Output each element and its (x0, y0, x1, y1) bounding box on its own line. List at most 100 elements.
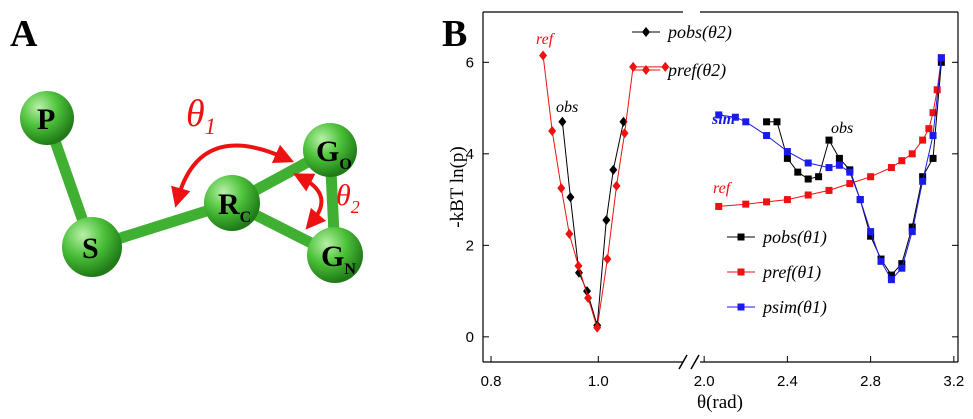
atom (307, 227, 363, 283)
y-tick-label: 6 (466, 54, 474, 71)
point (715, 111, 723, 119)
plot: 0 2 4 6 -kBT ln(p) θ(rad) 0.8 1.0 pobs(θ2) pref(θ… (447, 11, 964, 413)
point (867, 228, 875, 236)
point (715, 202, 723, 210)
point (783, 154, 791, 162)
point (867, 232, 875, 240)
point (887, 271, 895, 279)
annotation: ref (713, 180, 733, 197)
legend-marker (737, 233, 745, 241)
point (629, 61, 638, 72)
atom-label: P (37, 103, 55, 136)
point (661, 61, 670, 72)
legend-marker (737, 268, 745, 276)
point (825, 164, 833, 172)
point (925, 125, 933, 133)
point (612, 180, 621, 191)
series (763, 58, 945, 279)
legend-label: psim(θ1) (761, 297, 827, 318)
point (574, 260, 583, 271)
point (929, 154, 937, 162)
axis-break (690, 354, 700, 370)
point (557, 183, 566, 194)
point (609, 164, 618, 175)
point (804, 191, 812, 199)
point (539, 50, 548, 61)
atom (20, 91, 74, 145)
series-line (542, 55, 666, 328)
atom (303, 123, 357, 177)
point (804, 159, 812, 167)
atom-label-sub: O (339, 156, 351, 173)
annotation: ref (536, 31, 556, 48)
series-line (561, 121, 624, 326)
x-axis-label: θ(rad) (697, 392, 743, 413)
point (565, 228, 574, 239)
angle-label: θ2 (336, 179, 360, 217)
atom-label-main: S (82, 232, 99, 265)
point (898, 260, 906, 268)
atom-label-sub: N (344, 261, 356, 278)
point (929, 132, 937, 140)
point (783, 148, 791, 156)
point (548, 125, 557, 136)
point (804, 175, 812, 183)
atom-label-main: P (37, 103, 55, 136)
legend-marker (642, 27, 650, 37)
legend-label: pref(θ2) (666, 60, 726, 81)
atom-label-sub: C (240, 209, 252, 226)
point (919, 173, 927, 181)
point (919, 136, 927, 144)
point (763, 132, 771, 140)
point (846, 180, 854, 188)
y-tick-label: 2 (466, 237, 474, 254)
point (825, 136, 833, 144)
angle-label-sub: 1 (205, 114, 216, 139)
x-tick-label: 1.0 (588, 373, 609, 390)
y-tick-label: 4 (466, 146, 474, 163)
annotation: obs (831, 120, 853, 137)
point (937, 54, 945, 62)
point (763, 118, 771, 126)
point (867, 173, 875, 181)
legend-label: pobs(θ2) (666, 22, 732, 43)
legend-label: pobs(θ1) (761, 227, 827, 248)
point (584, 292, 593, 303)
annotation: obs (556, 99, 578, 116)
point (742, 118, 750, 126)
atom-label: S (82, 232, 99, 265)
series-line (718, 57, 942, 207)
legend-marker (642, 65, 650, 75)
y-tick-label: 0 (466, 329, 474, 346)
point (602, 215, 611, 226)
point (742, 200, 750, 208)
point (566, 192, 575, 203)
point (898, 157, 906, 165)
panel-label: A (10, 13, 38, 55)
x-tick-label: 2.4 (777, 373, 798, 390)
y-axis-label: -kBT ln(p) (447, 146, 468, 227)
point (846, 168, 854, 176)
point (856, 196, 864, 204)
point (908, 223, 916, 231)
point (763, 198, 771, 206)
point (731, 113, 739, 121)
point (593, 322, 602, 333)
point (898, 264, 906, 272)
legend-label: pref(θ1) (761, 262, 821, 283)
point (835, 161, 843, 169)
axis-break (678, 354, 688, 370)
point (558, 116, 567, 127)
angle-label: θ1 (186, 93, 216, 139)
point (603, 254, 612, 265)
angle-arrows (171, 143, 327, 230)
point (933, 86, 941, 94)
point (908, 228, 916, 236)
annotation: sim (711, 111, 735, 128)
x-tick-label: 0.8 (481, 373, 502, 390)
point (887, 276, 895, 284)
legend-marker (737, 303, 745, 311)
angle-label-sub: 2 (351, 197, 360, 217)
atom-label-main: G (321, 240, 344, 273)
